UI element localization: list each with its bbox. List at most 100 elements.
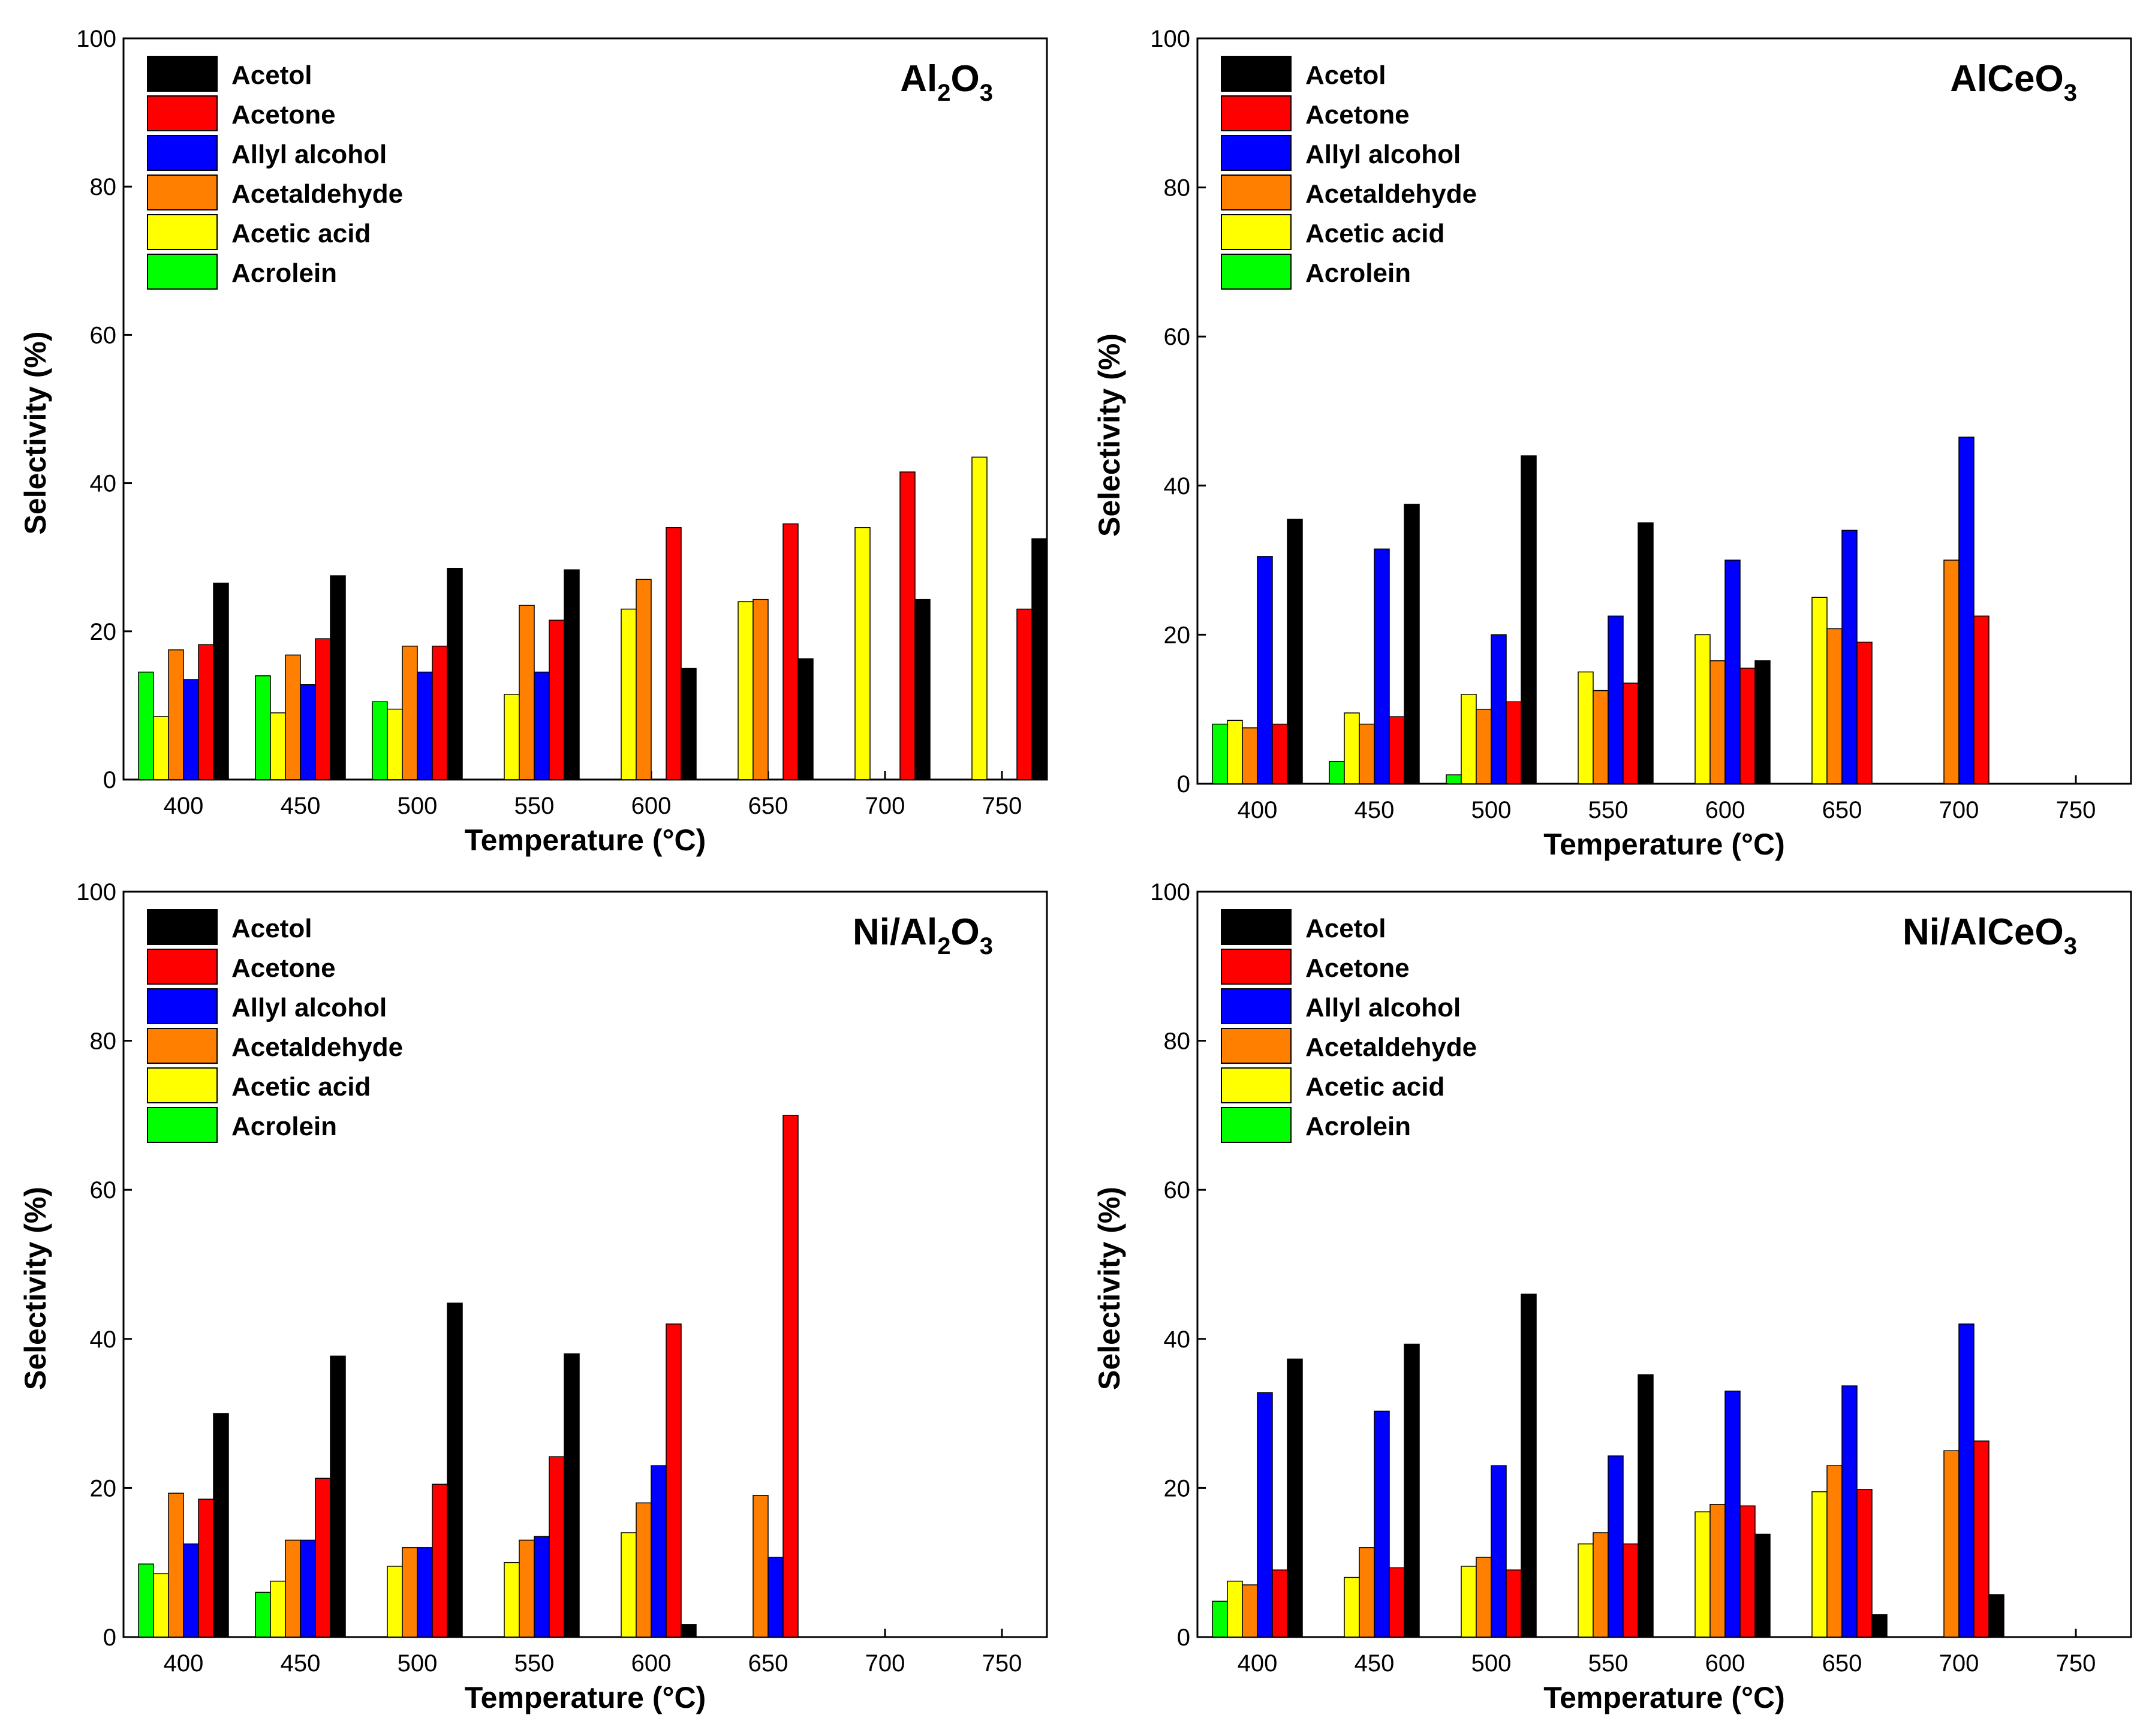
y-tick-label: 20: [1164, 1475, 1191, 1502]
y-tick-label: 0: [103, 767, 116, 793]
legend-swatch-acetone: [1221, 95, 1292, 131]
bar-acrolein-450: [255, 1591, 271, 1638]
legend-swatch-acrolein: [1221, 1107, 1292, 1143]
bar-acetone-600: [666, 527, 682, 780]
bar-acetol-500: [1521, 455, 1537, 784]
x-tick-label: 500: [1471, 797, 1512, 823]
y-tick-label: 80: [90, 1028, 117, 1055]
y-tick-label: 60: [1164, 1177, 1191, 1204]
bar-acetone-650: [1856, 642, 1873, 784]
bar-acetic-acid-750: [971, 456, 988, 780]
y-tick-label: 60: [90, 322, 117, 348]
bar-acetic-acid-600: [621, 608, 637, 780]
bar-acetic-acid-450: [1344, 1576, 1360, 1638]
x-tick-label: 600: [631, 1650, 672, 1677]
x-tick-label: 450: [1355, 1650, 1395, 1677]
bar-acetone-400: [198, 644, 214, 780]
title-text: Ni/Al: [853, 911, 937, 953]
legend-label-acrolein: Acrolein: [231, 1112, 337, 1141]
bar-acetic-acid-550: [504, 1562, 520, 1638]
bar-acetic-acid-550: [1578, 671, 1594, 784]
bar-acetol-450: [1404, 1343, 1420, 1638]
x-tick-label: 650: [1822, 797, 1862, 823]
bar-acetic-acid-650: [738, 601, 754, 780]
x-tick-label: 600: [631, 793, 672, 819]
bar-acetic-acid-450: [270, 712, 286, 780]
legend-swatch-acrolein: [147, 1107, 218, 1143]
y-tick-label: 40: [1164, 1326, 1191, 1353]
x-tick-label: 550: [514, 793, 555, 819]
bar-acetol-550: [1638, 1374, 1654, 1638]
x-tick-label: 750: [982, 1650, 1022, 1677]
title-text: Ni/AlCeO: [1903, 911, 2064, 953]
bar-acetic-acid-500: [1461, 1566, 1477, 1638]
bar-allyl-alcohol-550: [1608, 1455, 1624, 1638]
bar-allyl-alcohol-450: [300, 1539, 316, 1638]
legend-swatch-acetol: [147, 909, 218, 945]
bar-acetone-650: [782, 523, 799, 780]
bar-allyl-alcohol-500: [417, 1547, 433, 1638]
y-axis-title: Selectivity (%): [1092, 1187, 1126, 1390]
bar-acetaldehyde-550: [519, 1539, 535, 1638]
x-axis-title: Temperature (°C): [465, 823, 706, 857]
bar-acetol-500: [447, 567, 463, 780]
bar-acetone-500: [1506, 1569, 1522, 1638]
bar-allyl-alcohol-650: [1841, 1385, 1858, 1638]
bar-allyl-alcohol-700: [1958, 437, 1975, 784]
y-tick-label: 0: [1177, 771, 1190, 798]
y-tick-label: 100: [76, 26, 116, 52]
x-tick-label: 700: [1939, 1650, 1979, 1677]
bar-acetol-750: [1031, 538, 1048, 780]
bar-acetol-550: [564, 1353, 580, 1638]
bar-allyl-alcohol-400: [1257, 556, 1273, 784]
y-tick-label: 0: [103, 1624, 116, 1651]
bar-acetol-550: [1638, 522, 1654, 784]
title-text: AlCeO: [1950, 58, 2063, 100]
legend-swatch-acetone: [147, 95, 218, 131]
title-subscript: 3: [2064, 933, 2077, 959]
panel-title: Ni/AlCeO3: [1903, 911, 2077, 959]
bar-acetone-700: [1973, 615, 1990, 784]
y-tick-label: 60: [90, 1177, 117, 1204]
bar-acetone-500: [432, 1484, 448, 1638]
legend-label-acrolein: Acrolein: [1305, 258, 1411, 288]
x-axis-title: Temperature (°C): [465, 1681, 706, 1714]
chart-panel-al2o3: 0 20 40 60 80 100 Selectivity (%) Temperature (…: [19, 26, 1048, 857]
panel-title: AlCeO3: [1950, 58, 2077, 106]
bar-acetone-700: [899, 471, 916, 780]
bar-acrolein-500: [372, 701, 388, 780]
bar-acetol-600: [1754, 1533, 1771, 1638]
bar-acetaldehyde-400: [1242, 727, 1258, 784]
bar-acetaldehyde-500: [1476, 708, 1492, 784]
bar-acetol-700: [914, 598, 931, 780]
legend-swatch-acetic-acid: [147, 214, 218, 250]
legend-label-allyl-alcohol: Allyl alcohol: [231, 993, 387, 1022]
legend-swatch-acrolein: [1221, 254, 1292, 290]
bar-acetic-acid-600: [1694, 634, 1711, 784]
x-tick-label: 700: [865, 793, 905, 819]
x-tick-label: 600: [1705, 797, 1745, 823]
bar-acetic-acid-650: [1811, 597, 1828, 784]
bar-acetaldehyde-550: [519, 604, 535, 780]
legend-label-acetol: Acetol: [231, 61, 312, 90]
bar-acetone-650: [782, 1115, 799, 1638]
title-subscript: 3: [2064, 80, 2077, 106]
bar-acetol-600: [681, 667, 697, 780]
y-tick-label: 0: [1177, 1624, 1190, 1651]
y-axis-title: Selectivity (%): [19, 1187, 52, 1390]
bar-acetaldehyde-450: [1359, 723, 1375, 784]
bar-allyl-alcohol-600: [1724, 559, 1741, 784]
bar-acetol-550: [564, 569, 580, 780]
legend-swatch-acrolein: [147, 254, 218, 290]
bar-allyl-alcohol-600: [651, 1465, 667, 1638]
y-axis-title: Selectivity (%): [19, 331, 52, 534]
legend-label-acetaldehyde: Acetaldehyde: [1305, 179, 1477, 209]
x-tick-label: 500: [1471, 1650, 1512, 1677]
bar-allyl-alcohol-500: [1491, 634, 1507, 784]
legend-label-acetaldehyde: Acetaldehyde: [231, 179, 403, 209]
legend-label-acetic-acid: Acetic acid: [1305, 1072, 1444, 1102]
bar-acetol-400: [213, 582, 229, 780]
legend-swatch-allyl-alcohol: [147, 135, 218, 171]
bar-acetic-acid-550: [1578, 1543, 1594, 1638]
y-tick-label: 20: [90, 619, 117, 645]
